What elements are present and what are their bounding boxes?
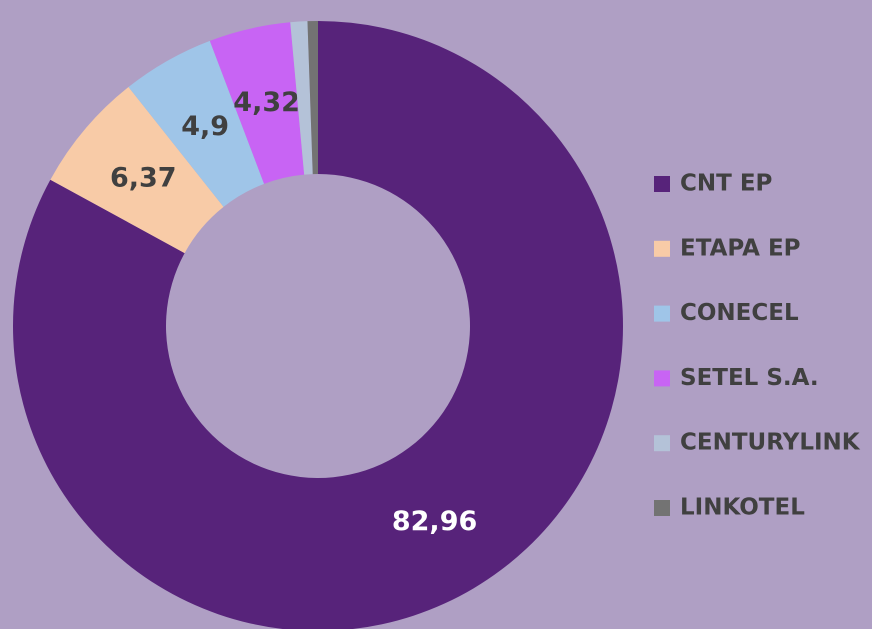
legend-label: CONECEL bbox=[680, 300, 799, 326]
legend-swatch bbox=[654, 370, 670, 387]
legend-swatch bbox=[654, 240, 670, 257]
value-label: 4,32 bbox=[233, 87, 300, 118]
value-label: 82,96 bbox=[392, 506, 477, 537]
donut-slice bbox=[209, 22, 305, 184]
legend-label: LINKOTEL bbox=[680, 495, 805, 521]
legend-label: CENTURYLINK bbox=[680, 430, 861, 456]
donut-slice bbox=[128, 40, 265, 207]
donut-slice bbox=[290, 21, 313, 175]
donut-slice bbox=[307, 21, 318, 175]
legend-label: SETEL S.A. bbox=[680, 365, 819, 391]
legend-swatch bbox=[654, 176, 670, 192]
legend-label: CNT EP bbox=[680, 171, 772, 197]
legend-swatch bbox=[654, 500, 670, 516]
donut-slice bbox=[13, 21, 623, 629]
value-label: 6,37 bbox=[110, 162, 177, 193]
legend-swatch bbox=[654, 305, 670, 322]
value-label: 4,9 bbox=[181, 111, 229, 142]
legend-label: ETAPA EP bbox=[680, 235, 801, 261]
legend-swatch bbox=[654, 435, 670, 452]
donut-slice bbox=[50, 87, 224, 254]
